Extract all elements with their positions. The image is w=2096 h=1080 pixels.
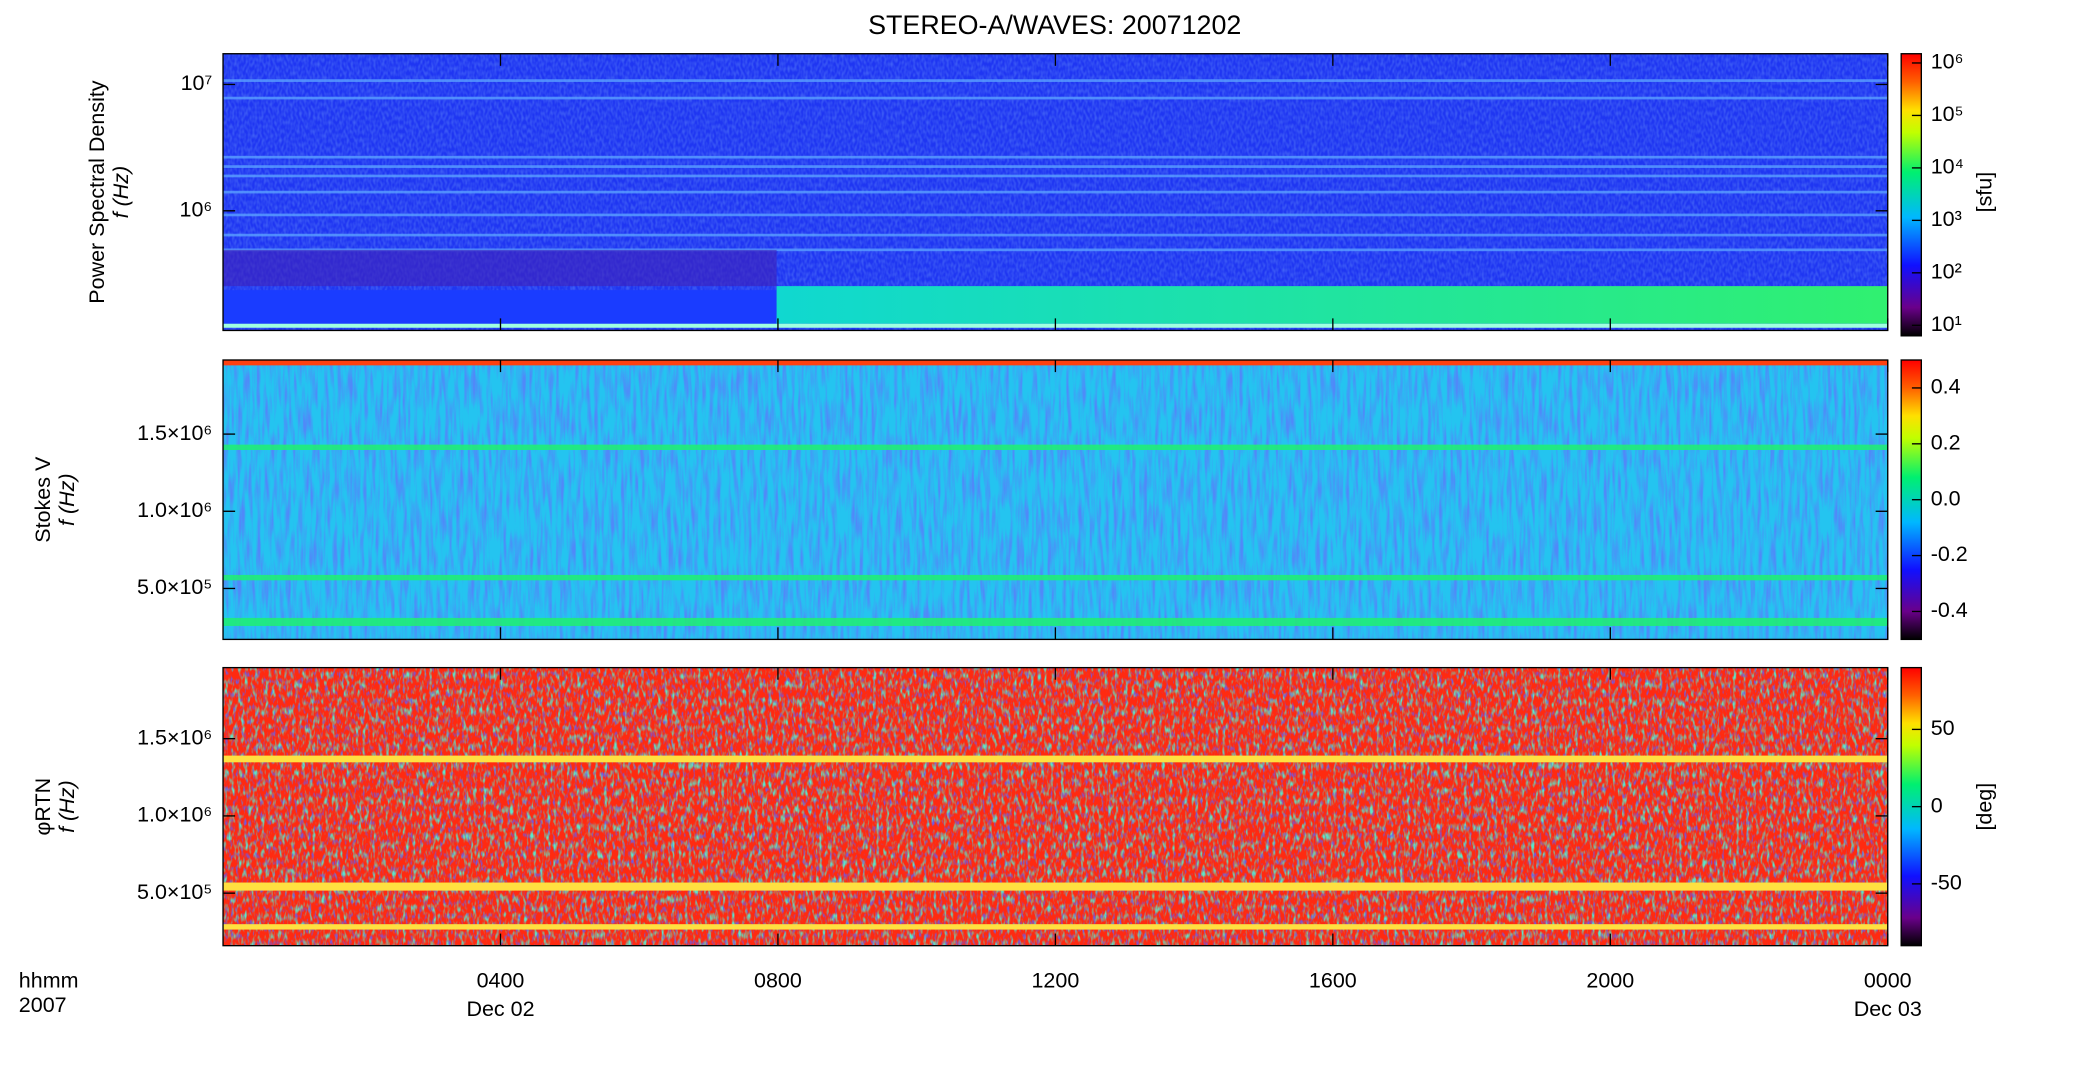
spectrogram-band [776,286,1888,324]
spectrogram-line [223,79,1888,82]
spectrogram-line [223,174,1888,178]
y-tick-label: 1.5×10⁶ [137,421,212,445]
spectrogram-texture [223,667,1888,946]
spectrogram-band [223,249,777,287]
x-tick-label: 1200 [1031,969,1079,993]
colorbar-tick-label: 10³ [1931,207,1962,231]
spectrogram-line [223,213,1888,217]
spectrogram-line [223,617,1888,626]
colorbar-tick-label: 0.2 [1931,430,1961,454]
colorbar-tick-label: 0.4 [1931,375,1961,399]
spectrogram [223,667,1888,946]
spectrogram-line [223,233,1888,237]
x-tick-label: 0800 [754,969,802,993]
x-tick-label: 0400 [477,969,525,993]
x-tick-label: 2000 [1586,969,1634,993]
spectrogram-line [223,96,1888,100]
y-axis-label: f (Hz) [55,780,79,833]
spectrogram [223,360,1888,640]
y-tick-label: 1.5×10⁶ [137,725,212,749]
spectrogram-texture [223,360,1888,640]
colorbar-tick-label: -0.4 [1931,598,1968,622]
colorbar-tick-label: 0 [1931,793,1943,817]
y-tick-label: 10⁷ [181,71,213,95]
colorbar-tick-label: 0.0 [1931,486,1961,510]
spectrogram-line [223,190,1888,194]
x-tick-label: 0000 [1864,969,1912,993]
colorbar-tick-label: 10⁴ [1931,155,1964,179]
figure-title: STEREO-A/WAVES: 20071202 [868,10,1241,40]
colorbar-tick-label: -0.2 [1931,542,1968,566]
spectrogram [223,53,1888,331]
y-axis-label: f (Hz) [109,166,133,219]
spectrogram-line [223,248,1888,252]
colorbar-tick-label: 10² [1931,260,1962,284]
colorbar-tick-label: 50 [1931,716,1955,740]
colorbar-tick-label: 10¹ [1931,312,1962,336]
colorbar [1900,53,1923,337]
y-tick-label: 1.0×10⁶ [137,803,212,827]
colorbar-label: [sfu] [1972,172,1996,213]
x-axis-label: 2007 [19,993,67,1017]
spectrogram-line [223,155,1888,159]
spectrogram-line [223,574,1888,581]
spectrogram-line [223,755,1888,763]
y-axis-label: φRTN [31,778,55,836]
colorbar-tick-label: 10⁵ [1931,102,1964,126]
colorbar-tick-label: -50 [1931,871,1962,895]
y-tick-label: 10⁶ [180,197,213,221]
spectrogram-line [223,924,1888,930]
colorbar-label: [deg] [1972,783,1996,831]
x-date-label: Dec 03 [1854,997,1922,1021]
x-tick-label: 1600 [1309,969,1357,993]
y-axis-label: Power Spectral Density [85,80,109,304]
y-axis-label: Stokes V [31,456,55,543]
colorbar-tick-label: 10⁶ [1931,50,1964,74]
y-axis-label: f (Hz) [55,473,79,526]
y-tick-label: 5.0×10⁵ [137,575,212,599]
x-axis-label: hhmm [19,969,79,993]
x-date-label: Dec 02 [466,997,534,1021]
spectrogram-line [223,165,1888,168]
spectrogram-line [223,444,1888,450]
spectrogram-line [223,882,1888,891]
y-tick-label: 5.0×10⁵ [137,880,212,904]
y-tick-label: 1.0×10⁶ [137,498,212,522]
